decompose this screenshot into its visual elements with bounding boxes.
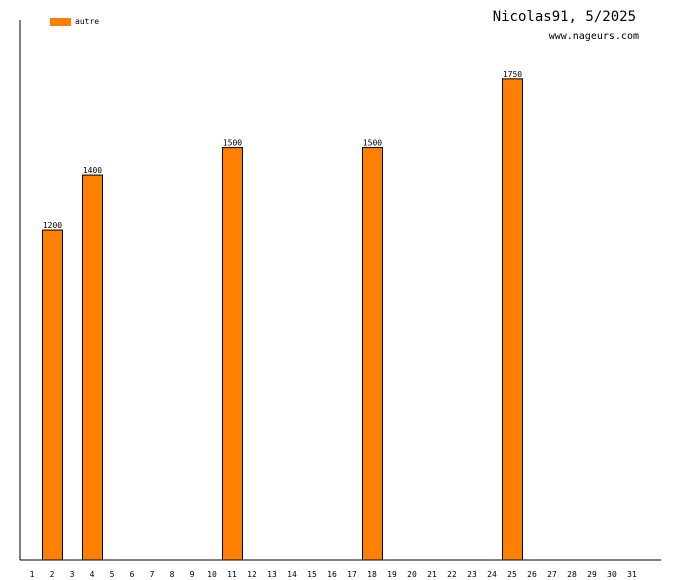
x-tick-label: 14 xyxy=(287,570,297,579)
x-tick-label: 12 xyxy=(247,570,257,579)
x-tick-label: 31 xyxy=(627,570,637,579)
x-tick-label: 26 xyxy=(527,570,537,579)
x-tick-label: 13 xyxy=(267,570,277,579)
bar-value-label: 1500 xyxy=(363,139,382,148)
legend-label: autre xyxy=(75,17,100,26)
x-tick-label: 30 xyxy=(607,570,617,579)
x-tick-label: 5 xyxy=(110,570,115,579)
x-tick-label: 21 xyxy=(427,570,437,579)
x-tick-label: 15 xyxy=(307,570,317,579)
x-tick-label: 19 xyxy=(387,570,397,579)
x-tick-label: 6 xyxy=(130,570,135,579)
x-ticks-group: 1 2 3 4 5 6 7 8 9 10 11 12 13 14 15 16 17 18 19 20 21 22 23 24 2… xyxy=(30,570,637,579)
bar xyxy=(502,78,523,561)
bar-value-label: 1400 xyxy=(83,166,102,175)
site-url: www.nageurs.com xyxy=(548,31,639,42)
x-tick-label: 23 xyxy=(467,570,477,579)
bar xyxy=(362,147,383,561)
x-tick-label: 27 xyxy=(547,570,557,579)
x-tick-label: 3 xyxy=(70,570,75,579)
x-tick-label: 20 xyxy=(407,570,417,579)
bar-value-label: 1750 xyxy=(503,70,522,79)
x-tick-label: 25 xyxy=(507,570,517,579)
x-tick-label: 4 xyxy=(90,570,95,579)
x-tick-label: 10 xyxy=(207,570,217,579)
x-tick-label: 16 xyxy=(327,570,337,579)
legend-swatch xyxy=(50,17,71,26)
bar-value-label: 1200 xyxy=(43,221,62,230)
bar-value-label: 1500 xyxy=(223,139,242,148)
x-tick-label: 1 xyxy=(30,570,35,579)
x-tick-label: 17 xyxy=(347,570,357,579)
x-tick-label: 28 xyxy=(567,570,577,579)
bar xyxy=(222,147,243,561)
legend: autre xyxy=(50,17,99,26)
bar xyxy=(42,229,63,561)
bar xyxy=(82,174,103,561)
x-tick-label: 18 xyxy=(367,570,377,579)
x-tick-label: 2 xyxy=(50,570,55,579)
x-tick-label: 7 xyxy=(150,570,155,579)
x-tick-label: 29 xyxy=(587,570,597,579)
x-tick-label: 24 xyxy=(487,570,497,579)
bars-group: 1200 1400 1500 1500 1750 xyxy=(42,70,523,561)
x-tick-label: 11 xyxy=(227,570,237,579)
chart-title: Nicolas91, 5/2025 xyxy=(492,9,636,25)
x-tick-label: 22 xyxy=(447,570,457,579)
x-tick-label: 8 xyxy=(170,570,175,579)
x-tick-label: 9 xyxy=(190,570,195,579)
